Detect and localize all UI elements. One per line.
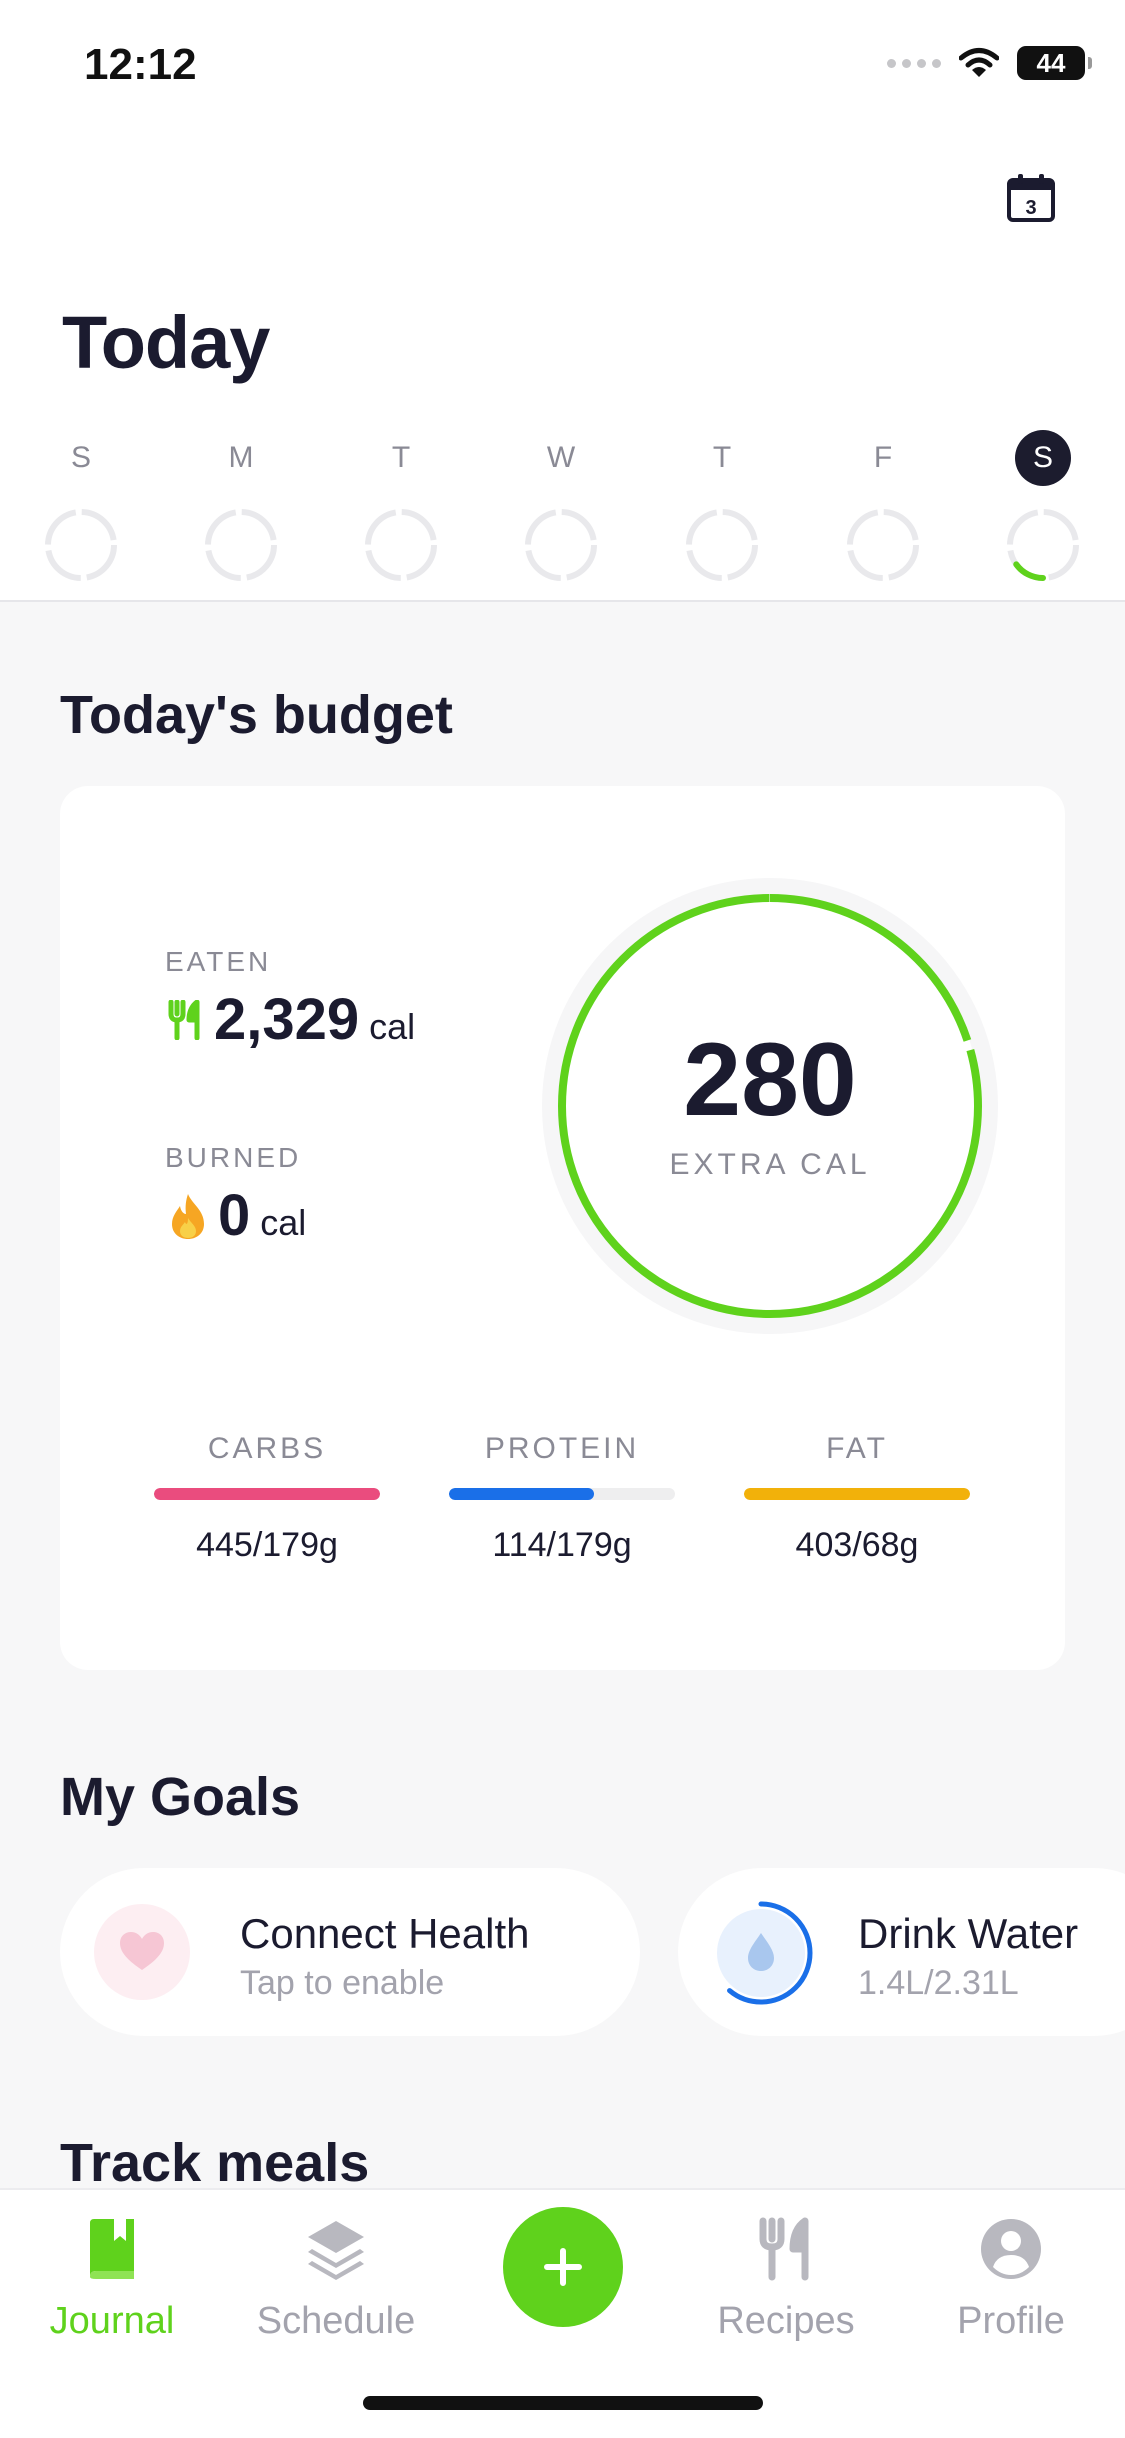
tab-label: Profile [957, 2300, 1065, 2342]
tab-profile[interactable]: Profile [911, 2204, 1111, 2343]
day-monday[interactable]: M [196, 430, 286, 582]
day-progress-ring [525, 509, 597, 581]
fork-knife-icon [168, 999, 200, 1040]
day-friday[interactable]: F [838, 430, 928, 582]
eaten-label: EATEN [165, 946, 272, 977]
goal-title: Drink Water [858, 1910, 1079, 1957]
signal-icon [887, 58, 941, 68]
day-sunday[interactable]: S [36, 430, 126, 582]
eaten-value: 2,329 cal [168, 986, 415, 1053]
day-progress-ring [45, 509, 117, 581]
goal-subtitle: Tap to enable [240, 1964, 445, 2002]
fork-knife-icon [759, 2217, 809, 2281]
profile-icon [981, 2219, 1041, 2279]
macro-value: 114/179g [492, 1526, 632, 1564]
page-title: Today [62, 301, 270, 384]
week-strip: S M T W T F S [0, 430, 1125, 582]
budget-card[interactable]: EATEN 2,329 cal BURNED 0 cal 280 EXTRA C… [60, 786, 1065, 1670]
macro-progress-track [744, 1488, 970, 1500]
day-tuesday[interactable]: T [356, 430, 446, 582]
calendar-button[interactable]: 3 [1005, 172, 1057, 224]
macro-label: FAT [826, 1432, 888, 1465]
tab-schedule[interactable]: Schedule [236, 2204, 436, 2343]
day-progress-ring [365, 509, 437, 581]
day-progress-ring [686, 509, 758, 581]
day-letter: S [1015, 430, 1071, 486]
add-button[interactable] [503, 2207, 623, 2327]
calorie-ring: 280 EXTRA CAL [530, 866, 1010, 1346]
day-letter: T [712, 441, 732, 474]
status-indicators: 44 [887, 46, 1092, 80]
layers-icon [308, 2221, 364, 2280]
calendar-day-number: 3 [1025, 197, 1036, 219]
macro-progress-fill [449, 1488, 594, 1500]
wifi-icon [959, 48, 999, 77]
burned-calories: 0 [218, 1183, 251, 1248]
day-letter: T [391, 441, 411, 474]
day-letter: W [546, 441, 576, 474]
macro-progress-track [449, 1488, 675, 1500]
tab-label: Recipes [717, 2300, 855, 2342]
day-progress-ring [847, 509, 919, 581]
day-letter: F [873, 441, 893, 474]
tab-journal[interactable]: Journal [12, 2204, 212, 2343]
status-time: 12:12 [84, 40, 197, 89]
macro-progress-fill [744, 1488, 970, 1500]
plus-icon [544, 2248, 582, 2286]
calendar-icon: 3 [1007, 174, 1055, 222]
tab-label: Schedule [256, 2300, 416, 2342]
macro-label: PROTEIN [484, 1432, 640, 1465]
goal-title: Connect Health [240, 1910, 530, 1957]
heart-icon [94, 1904, 190, 2000]
macro-fat: FAT 403/68g [742, 1432, 972, 1565]
macro-progress-track [154, 1488, 380, 1500]
macro-value: 403/68g [795, 1526, 919, 1564]
eaten-calories: 2,329 [214, 987, 360, 1052]
day-letter: M [228, 441, 254, 474]
day-letter: S [70, 441, 91, 474]
header-area: 12:12 44 3 Today S M T [0, 0, 1125, 602]
eaten-unit: cal [369, 1006, 416, 1047]
goal-connect-health[interactable]: Connect Health Tap to enable [60, 1868, 640, 2036]
day-progress-ring [205, 509, 277, 581]
day-progress-ring [1007, 509, 1079, 581]
calorie-ring-graphic [542, 878, 998, 1334]
burned-label: BURNED [165, 1142, 302, 1173]
macro-value: 445/179g [196, 1526, 338, 1564]
day-saturday[interactable]: S [998, 430, 1088, 582]
home-indicator [363, 2396, 763, 2410]
extra-calories-value: 280 [683, 1022, 857, 1138]
budget-section-title: Today's budget [60, 685, 453, 745]
macro-carbs: CARBS 445/179g [152, 1432, 382, 1565]
battery-indicator: 44 [1017, 46, 1092, 80]
extra-calories-label: EXTRA CAL [669, 1148, 871, 1181]
goal-subtitle: 1.4L/2.31L [858, 1964, 1019, 2002]
tab-recipes[interactable]: Recipes [686, 2204, 886, 2343]
macro-label: CARBS [207, 1432, 327, 1465]
tab-label: Journal [49, 2300, 175, 2342]
day-wednesday[interactable]: W [516, 430, 606, 582]
day-thursday[interactable]: T [677, 430, 767, 582]
macro-protein: PROTEIN 114/179g [447, 1432, 677, 1565]
goals-section-title: My Goals [60, 1767, 301, 1827]
track-meals-title: Track meals [60, 2133, 370, 2193]
macro-progress-fill [154, 1488, 380, 1500]
water-drop-icon [709, 1901, 813, 2005]
goal-drink-water[interactable]: Drink Water 1.4L/2.31L [678, 1868, 1125, 2036]
flame-icon [172, 1193, 204, 1239]
journal-icon [90, 2219, 134, 2279]
burned-unit: cal [260, 1202, 307, 1243]
burned-value: 0 cal [168, 1182, 306, 1249]
